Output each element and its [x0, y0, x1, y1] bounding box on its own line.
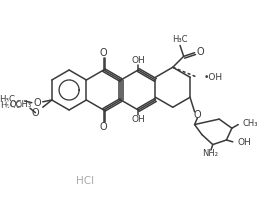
Text: H₃CO: H₃CO: [1, 101, 23, 110]
Text: CH₃: CH₃: [243, 119, 258, 128]
Text: H₃C: H₃C: [0, 95, 15, 104]
Text: O: O: [33, 98, 41, 108]
Text: O: O: [193, 110, 201, 121]
Text: O: O: [32, 108, 39, 118]
Text: OCH₃: OCH₃: [10, 100, 32, 109]
Text: OCH₃: OCH₃: [3, 101, 25, 110]
Text: •OH: •OH: [204, 73, 223, 82]
Text: HCl: HCl: [76, 176, 94, 186]
Text: O: O: [196, 47, 204, 57]
Text: O: O: [100, 122, 107, 132]
Text: H₃C: H₃C: [172, 35, 188, 44]
Text: OH: OH: [131, 115, 145, 124]
Text: OH: OH: [131, 56, 145, 65]
Text: O: O: [100, 48, 107, 58]
Text: OH: OH: [237, 138, 251, 147]
Text: NH₂: NH₂: [202, 149, 218, 158]
